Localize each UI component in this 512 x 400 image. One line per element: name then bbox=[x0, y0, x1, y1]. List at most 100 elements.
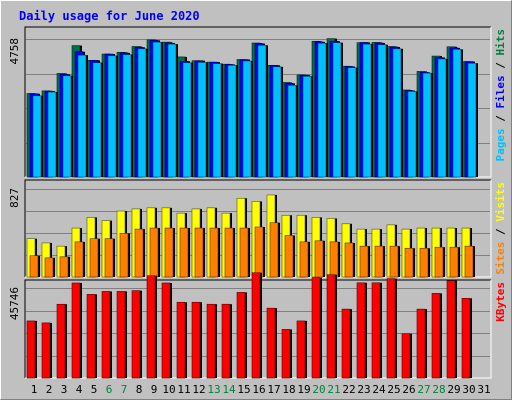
x-tick-label-day-25: 25 bbox=[387, 383, 400, 396]
bar-pages-day-15 bbox=[242, 60, 252, 178]
bar-pages-day-10 bbox=[167, 43, 177, 178]
bar-sites-day-19 bbox=[299, 241, 309, 278]
bar-pages-day-28 bbox=[437, 58, 447, 178]
x-tick-label-day-28: 28 bbox=[432, 383, 445, 396]
bar-pages-day-18 bbox=[287, 85, 297, 178]
legend-part: Sites bbox=[494, 242, 507, 275]
bar-sites-day-18 bbox=[284, 235, 294, 278]
series-sites bbox=[29, 222, 475, 278]
bar-pages-day-23 bbox=[362, 43, 372, 178]
x-tick-label-day-10: 10 bbox=[162, 383, 175, 396]
x-tick-label-day-27: 27 bbox=[417, 383, 430, 396]
legend-part: Files bbox=[494, 75, 507, 108]
x-tick-label-day-16: 16 bbox=[252, 383, 265, 396]
bar-pages-day-11 bbox=[182, 62, 192, 178]
bar-kbytes-day-4 bbox=[71, 282, 81, 379]
chart-panels: 4758 Pages / Files / Hits 827 Sites / Visit… bbox=[8, 26, 507, 379]
bar-kbytes-day-11 bbox=[176, 301, 186, 379]
bar-sites-day-20 bbox=[314, 240, 324, 278]
bar-sites-day-7 bbox=[119, 233, 129, 278]
panel-kbytes-legend-label: KBytes bbox=[494, 282, 507, 322]
x-tick-label-day-2: 2 bbox=[46, 383, 53, 396]
series-kbytes bbox=[26, 272, 472, 379]
bar-kbytes-day-7 bbox=[116, 291, 126, 379]
bar-sites-day-2 bbox=[44, 257, 54, 278]
bar-sites-day-17 bbox=[269, 222, 279, 278]
x-tick-label-day-22: 22 bbox=[342, 383, 355, 396]
bar-kbytes-day-21 bbox=[326, 274, 336, 379]
bar-sites-day-24 bbox=[374, 245, 384, 278]
x-tick-label-day-3: 3 bbox=[61, 383, 68, 396]
bar-pages-day-25 bbox=[392, 48, 402, 178]
bar-sites-day-4 bbox=[74, 241, 84, 278]
bar-kbytes-day-15 bbox=[236, 292, 246, 379]
bar-kbytes-day-27 bbox=[416, 308, 426, 379]
bar-sites-day-3 bbox=[59, 256, 69, 278]
bar-kbytes-day-20 bbox=[311, 277, 321, 379]
bar-sites-day-25 bbox=[389, 245, 399, 278]
bar-pages-day-19 bbox=[302, 76, 312, 178]
bar-kbytes-day-9 bbox=[146, 275, 156, 379]
bar-pages-day-20 bbox=[317, 42, 327, 178]
bar-kbytes-day-1 bbox=[26, 320, 36, 379]
bar-kbytes-day-25 bbox=[386, 278, 396, 379]
bar-pages-day-8 bbox=[137, 48, 147, 178]
bar-sites-day-9 bbox=[149, 227, 159, 278]
bar-sites-day-13 bbox=[209, 227, 219, 278]
panel-border-top bbox=[24, 179, 491, 277]
bar-kbytes-day-3 bbox=[56, 303, 66, 379]
panel-hits: 4758 Pages / Files / Hits bbox=[8, 26, 507, 178]
bar-pages-day-30 bbox=[467, 63, 477, 178]
bar-pages-day-24 bbox=[377, 44, 387, 178]
bar-sites-day-6 bbox=[104, 238, 114, 278]
bar-sites-day-15 bbox=[239, 227, 249, 278]
bar-pages-day-5 bbox=[92, 62, 102, 178]
bar-kbytes-day-19 bbox=[296, 320, 306, 379]
bar-pages-day-1 bbox=[32, 95, 42, 178]
legend-part: Pages bbox=[494, 128, 507, 161]
panel-hits-max-label: 4758 bbox=[8, 38, 21, 65]
bar-sites-day-11 bbox=[179, 227, 189, 278]
panel-visits-max-label: 827 bbox=[8, 188, 21, 208]
bar-pages-day-6 bbox=[107, 55, 117, 178]
x-tick-label-day-8: 8 bbox=[136, 383, 143, 396]
x-tick-label-day-17: 17 bbox=[267, 383, 280, 396]
x-tick-label-day-13: 13 bbox=[207, 383, 220, 396]
x-tick-label-day-12: 12 bbox=[192, 383, 205, 396]
legend-part: Visits bbox=[494, 182, 507, 222]
bar-kbytes-day-5 bbox=[86, 294, 96, 379]
bar-sites-day-27 bbox=[419, 247, 429, 278]
bar-sites-day-8 bbox=[134, 228, 144, 278]
bar-kbytes-day-10 bbox=[161, 282, 171, 379]
bar-sites-day-5 bbox=[89, 238, 99, 278]
legend-part: / bbox=[494, 222, 507, 242]
bar-sites-day-16 bbox=[254, 226, 264, 278]
bar-sites-day-28 bbox=[434, 246, 444, 278]
x-tick-label-day-5: 5 bbox=[91, 383, 98, 396]
x-tick-label-day-9: 9 bbox=[151, 383, 158, 396]
bar-pages-day-13 bbox=[212, 63, 222, 178]
bar-sites-day-29 bbox=[449, 246, 459, 278]
bar-kbytes-day-24 bbox=[371, 282, 381, 379]
legend-part: KBytes bbox=[494, 282, 507, 322]
legend-part: Hits bbox=[494, 29, 507, 56]
x-tick-label-day-6: 6 bbox=[106, 383, 113, 396]
panel-hits-legend-label: Pages / Files / Hits bbox=[494, 29, 507, 162]
panel-kbytes: 45746 KBytes bbox=[8, 272, 507, 379]
bar-pages-day-21 bbox=[332, 42, 342, 178]
bar-kbytes-day-13 bbox=[206, 303, 216, 379]
bar-kbytes-day-6 bbox=[101, 291, 111, 379]
bar-kbytes-day-29 bbox=[446, 280, 456, 379]
bar-pages-day-14 bbox=[227, 65, 237, 178]
panel-visits-legend-label: Sites / Visits bbox=[494, 182, 507, 275]
panel-kbytes-max-label: 45746 bbox=[8, 287, 21, 320]
bar-sites-day-22 bbox=[344, 242, 354, 278]
x-tick-label-day-21: 21 bbox=[327, 383, 340, 396]
bar-pages-day-29 bbox=[452, 49, 462, 178]
x-tick-label-day-18: 18 bbox=[282, 383, 295, 396]
x-tick-label-day-1: 1 bbox=[31, 383, 38, 396]
legend-part: / bbox=[494, 109, 507, 129]
bar-kbytes-day-28 bbox=[431, 293, 441, 379]
